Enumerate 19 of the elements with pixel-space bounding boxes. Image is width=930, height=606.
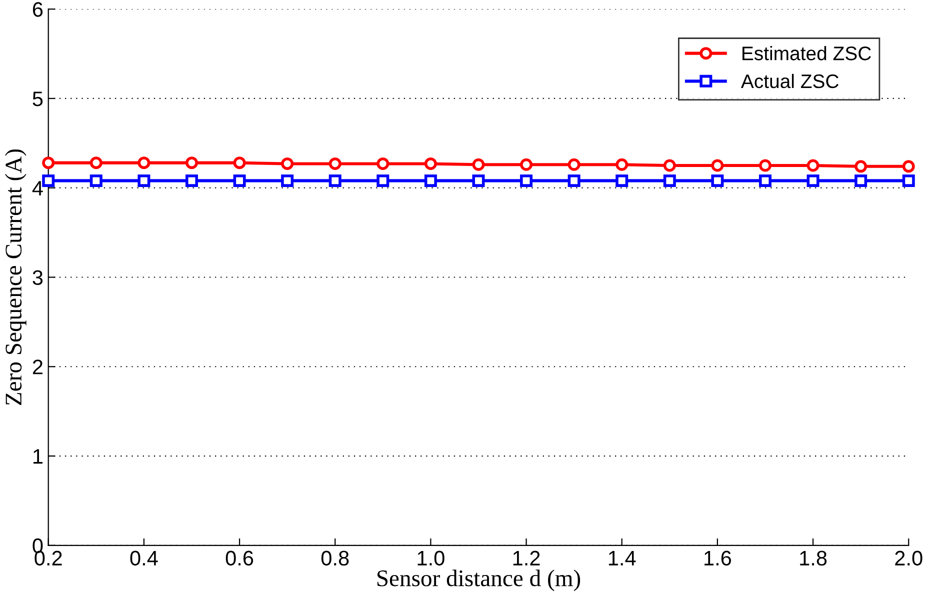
x-axis-title: Sensor distance d (m) bbox=[377, 570, 580, 592]
y-axis-title: Zero Sequence Current (A) bbox=[4, 149, 26, 405]
x-tick-label: 1.0 bbox=[418, 550, 444, 566]
y-tick-label: 1 bbox=[34, 449, 42, 464]
x-tick-label: 1.6 bbox=[704, 550, 732, 566]
legend-label: Estimated ZSC bbox=[742, 46, 871, 60]
y-tick-label: 6 bbox=[32, 2, 43, 17]
legend-label: Actual ZSC bbox=[740, 74, 839, 88]
y-tick-label: 2 bbox=[32, 360, 42, 374]
x-tick-label: 0.6 bbox=[226, 550, 254, 566]
y-tick-label: 3 bbox=[32, 270, 43, 285]
x-tick-label: 1.4 bbox=[608, 551, 636, 566]
x-tick-label: 1.8 bbox=[800, 550, 827, 566]
y-tick-label: 4 bbox=[32, 181, 43, 196]
x-tick-label: 0.8 bbox=[321, 550, 349, 566]
x-tick-label: 2.0 bbox=[895, 550, 922, 566]
x-tick-label: 1.2 bbox=[513, 550, 540, 566]
x-tick-label: 0.4 bbox=[130, 550, 158, 566]
y-tick-label: 5 bbox=[32, 92, 43, 106]
